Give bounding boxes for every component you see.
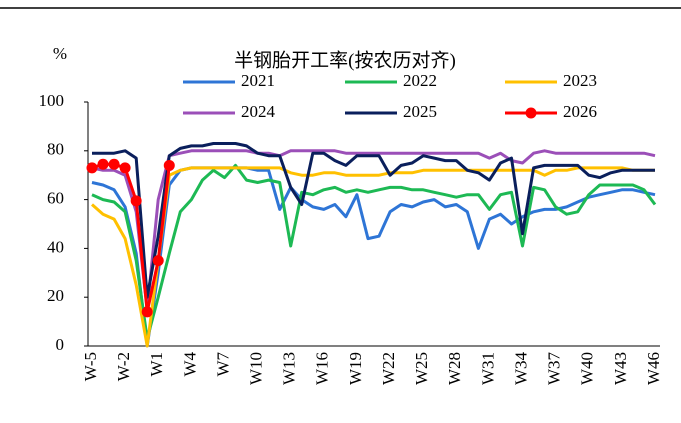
series-line xyxy=(91,163,657,341)
y-tick-label: 40 xyxy=(47,237,64,256)
x-tick-label: W7 xyxy=(213,352,232,377)
series-line xyxy=(91,166,655,348)
y-tick-label: 60 xyxy=(47,189,64,208)
point xyxy=(152,255,164,267)
legend-label: 2026 xyxy=(563,102,597,121)
y-tick-label: 0 xyxy=(56,335,65,354)
x-tick-label: W13 xyxy=(280,352,299,385)
point xyxy=(130,195,142,207)
point xyxy=(108,158,120,170)
legend-label: 2022 xyxy=(403,71,437,90)
x-tick-label: W40 xyxy=(578,352,597,385)
legend-label: 2025 xyxy=(403,102,437,121)
x-tick-label: W4 xyxy=(180,352,199,377)
x-tick-label: W19 xyxy=(346,352,365,385)
x-tick-label: W-2 xyxy=(114,352,133,381)
point xyxy=(97,158,109,170)
point xyxy=(163,159,175,171)
y-tick-label: 20 xyxy=(47,286,64,305)
x-tick-label: W1 xyxy=(147,352,166,377)
legend-marker xyxy=(525,107,537,119)
x-tick-label: W-5 xyxy=(81,352,100,381)
point xyxy=(86,162,98,174)
series-line xyxy=(91,166,656,348)
x-tick-label: W25 xyxy=(412,352,431,385)
x-tick-label: W31 xyxy=(478,352,497,385)
legend-label: 2023 xyxy=(563,71,597,90)
y-tick-label: 80 xyxy=(47,140,64,159)
series-line xyxy=(91,149,656,311)
x-tick-label: W37 xyxy=(545,352,564,386)
x-tick-label: W34 xyxy=(511,352,530,386)
x-tick-label: W28 xyxy=(445,352,464,385)
legend-label: 2024 xyxy=(241,102,276,121)
y-tick-label: 100 xyxy=(39,91,65,110)
x-tick-label: W43 xyxy=(611,352,630,385)
legend-label: 2021 xyxy=(241,71,275,90)
x-tick-label: W10 xyxy=(246,352,265,385)
x-tick-label: W22 xyxy=(379,352,398,385)
series-line xyxy=(92,142,655,299)
point xyxy=(141,306,153,318)
point xyxy=(119,162,131,174)
x-tick-label: W16 xyxy=(313,352,332,385)
x-tick-label: W46 xyxy=(644,352,663,385)
y-axis-label: % xyxy=(53,44,67,63)
chart-title: 半钢胎开工率(按农历对齐) xyxy=(234,49,456,71)
